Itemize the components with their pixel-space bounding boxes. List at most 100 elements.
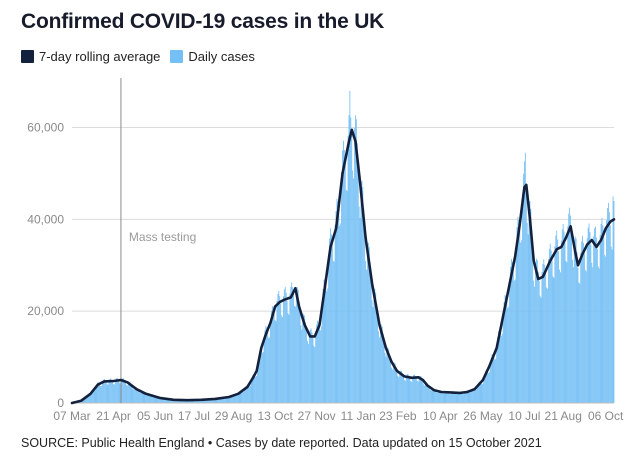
daily-case-bar [163,398,165,403]
daily-case-bar [550,250,552,403]
daily-case-bar [398,377,400,403]
daily-case-bar [160,397,162,403]
daily-case-bar [154,395,156,403]
daily-case-bar [523,161,525,403]
daily-case-bar [353,178,355,403]
daily-case-bar [487,373,489,403]
daily-case-bar [330,234,332,403]
daily-case-bar [317,320,318,403]
daily-case-bar [566,262,568,403]
daily-case-bar [311,332,313,403]
daily-case-bar [145,395,147,403]
daily-case-bar [424,385,426,403]
daily-case-bar [533,280,535,403]
x-tick-label: 13 Oct [257,409,293,423]
x-tick-label: 05 Jun [137,409,173,423]
daily-case-bar [430,390,432,403]
daily-case-bar [337,201,339,403]
daily-case-bar [557,239,559,403]
daily-case-bar [227,396,229,403]
daily-case-bar [267,331,269,403]
daily-case-bar [391,369,393,403]
daily-case-bar [248,386,250,403]
daily-case-bar [409,377,411,403]
daily-case-bar [567,226,569,403]
daily-case-bar [124,380,126,403]
daily-case-bar [135,387,137,403]
daily-case-bar [225,396,227,403]
daily-case-bar [340,223,342,403]
daily-case-bar [86,396,88,403]
daily-case-bar [217,399,219,403]
daily-case-bar [348,115,350,404]
daily-case-bar [448,392,450,403]
daily-case-bar [278,290,280,403]
daily-case-bar [268,337,270,403]
daily-case-bar [81,400,83,403]
daily-case-bar [242,392,244,403]
daily-case-bar [107,384,109,403]
daily-case-bar [459,391,461,403]
daily-case-bar [463,391,465,403]
daily-case-bar [286,300,288,403]
daily-case-bar [102,379,104,403]
daily-case-bar [502,312,504,403]
daily-case-bar [205,399,207,403]
daily-case-bar [371,300,373,403]
daily-case-bar [320,326,322,403]
daily-case-bar [347,135,349,403]
daily-case-bar [470,390,472,403]
daily-case-bar [234,394,235,403]
daily-case-bar [183,400,185,403]
daily-case-bar [294,305,295,403]
daily-case-bar [529,201,531,403]
daily-case-bar [282,317,283,403]
daily-case-bar [497,337,499,403]
daily-case-bar [433,388,435,403]
daily-case-bar [478,381,480,403]
daily-case-bar [481,384,483,403]
legend-label-daily-cases: Daily cases [188,48,255,64]
daily-case-bar [408,375,410,403]
daily-case-bar [235,395,237,403]
daily-case-bar [546,287,547,403]
daily-case-bar [169,399,171,403]
daily-case-bar [119,383,121,403]
daily-case-bar [181,399,183,403]
daily-case-bar [594,228,595,403]
daily-case-bar [568,213,570,403]
daily-case-bar [96,384,98,403]
daily-case-bar [102,381,103,403]
daily-case-bar [474,389,475,403]
daily-case-bar [500,335,502,403]
daily-case-bar [579,283,581,403]
daily-case-bar [571,234,572,403]
daily-case-bar [589,232,591,403]
daily-case-bar [603,236,605,403]
daily-case-bar [104,380,106,403]
daily-case-bar [482,383,484,403]
daily-case-bar [168,398,170,403]
daily-case-bar [573,240,575,403]
daily-case-bar [138,390,139,403]
daily-case-bar [185,400,186,403]
daily-case-bar [516,227,518,403]
source-note: SOURCE: Public Health England • Cases by… [21,436,542,450]
x-tick-label: 11 Jan [341,409,376,423]
daily-case-bar [461,392,463,403]
daily-case-bar [588,223,590,403]
daily-case-bar [362,187,364,403]
daily-case-bar [446,390,448,403]
daily-case-bar [547,288,548,403]
daily-case-bar [475,390,476,403]
daily-case-bar [271,305,273,403]
daily-case-bar [97,382,99,403]
daily-case-bar [139,392,141,403]
daily-case-bar [403,380,405,403]
daily-case-bar [336,198,338,403]
daily-case-bar [182,399,184,403]
daily-case-bar [358,206,360,403]
daily-case-bar [281,315,282,403]
daily-case-bar [582,235,583,403]
daily-case-bar [381,326,383,403]
